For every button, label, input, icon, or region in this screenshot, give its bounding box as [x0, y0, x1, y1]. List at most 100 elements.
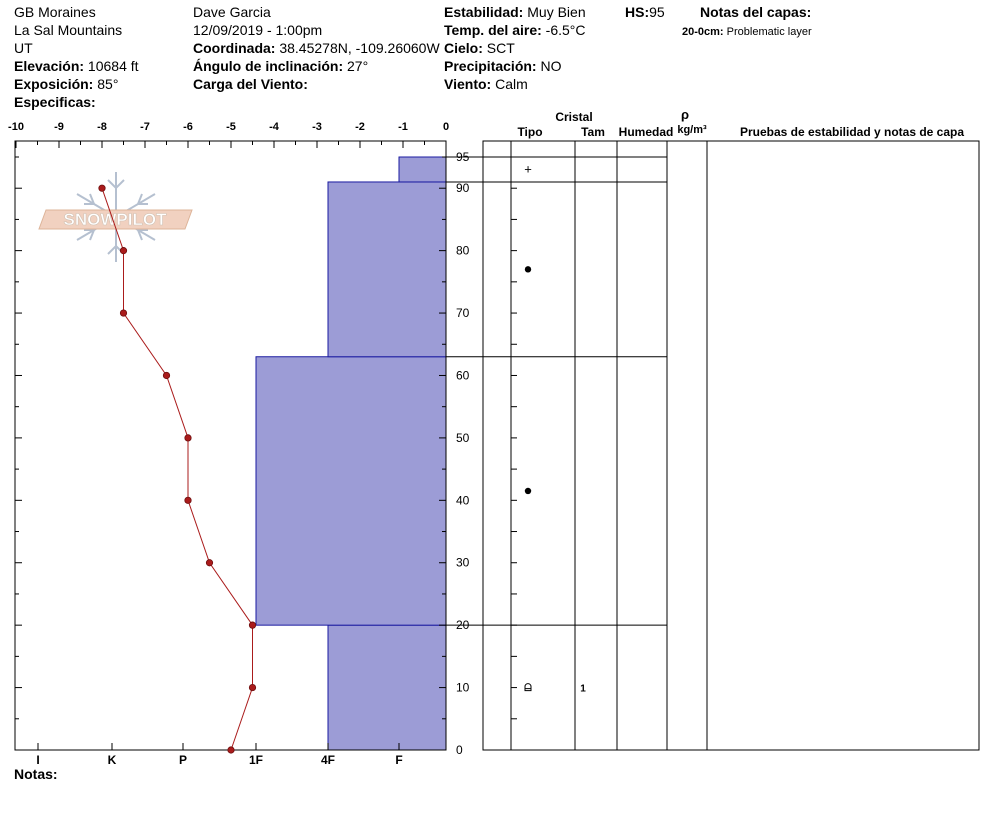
coordinates-value: 38.45278N, -109.26060W [279, 40, 440, 56]
mountain-range: La Sal Mountains [14, 22, 123, 38]
height-tick-label: 90 [456, 181, 470, 195]
logo-banner [38, 209, 193, 230]
elevation: Elevación: 10684 ft [14, 58, 139, 74]
sky: Cielo: SCT [444, 40, 515, 56]
temperature-point-4 [184, 496, 192, 504]
height-tick-label: 30 [456, 556, 470, 570]
grain-size-0: 1 [580, 684, 586, 695]
height-tick-label: 0 [456, 743, 463, 757]
layer-note: 20-0cm: Problematic layer [682, 24, 812, 40]
hardness-tick-label: I [36, 753, 39, 767]
aspect-label: Exposición: [14, 76, 94, 92]
specifics-label: Especificas: [14, 94, 96, 110]
height-tick-label: 10 [456, 681, 470, 695]
site-name: GB Moraines [14, 4, 96, 20]
snow-height-label: HS: [625, 4, 650, 20]
temperature-point-7 [119, 309, 128, 317]
hardness-axis: I K P 1F 4F F [36, 743, 403, 767]
grain-symbol-rounded-2 [524, 266, 532, 273]
layer-note-range: 20-0cm: [682, 26, 724, 38]
precipitation: Precipitación: NO [444, 58, 561, 74]
temp-tick-label: -1 [398, 121, 408, 133]
temp-tick-label: 0 [443, 121, 449, 133]
hardness-tick-label: 4F [321, 753, 335, 767]
temperature-point-8 [119, 247, 128, 255]
air-temperature-label: Temp. del aire: [444, 22, 542, 38]
height-tick-label: 60 [456, 368, 470, 382]
state: UT [14, 40, 33, 56]
header-moisture: Humedad [619, 125, 674, 139]
snowpilot-logo: SNOWPILOT [38, 172, 193, 262]
hardness-tick-label: P [179, 753, 187, 767]
precipitation-value: NO [540, 58, 562, 74]
elevation-value: 10684 ft [87, 58, 139, 74]
coordinates: Coordinada: 38.45278N, -109.26060W [193, 40, 440, 56]
temperature-profile [98, 184, 257, 754]
header-type: Tipo [517, 125, 542, 139]
datetime: 12/09/2019 - 1:00pm [193, 22, 323, 38]
logo-text: SNOWPILOT [64, 210, 168, 229]
elevation-label: Elevación: [14, 58, 85, 74]
hardness-bar-0 [327, 624, 447, 751]
stability-label: Estabilidad: [444, 4, 524, 20]
temperature-point-1 [248, 683, 257, 692]
temperature-axis: -10 -9 -8 -7 -6 -5 -4 -3 -2 -1 0 [8, 121, 449, 148]
temperature-point-6 [162, 371, 171, 380]
height-tick-label: 70 [456, 306, 470, 320]
header-density-unit: kg/m³ [677, 124, 707, 136]
temp-tick-label: -9 [54, 121, 64, 133]
hardness-bar-1 [255, 356, 447, 626]
slope-angle: Ángulo de inclinación: 27° [193, 58, 368, 74]
temperature-point-9 [98, 184, 106, 192]
snow-height-value: 95 [649, 4, 665, 20]
grain-symbol-facets-0 [524, 683, 532, 692]
grain-symbol-rounded-1 [524, 487, 532, 495]
temp-tick-label: -2 [355, 121, 365, 133]
hardness-bar-2 [327, 181, 447, 358]
header-size: Tam [581, 125, 605, 139]
temperature-line [101, 188, 253, 751]
air-temperature: Temp. del aire: -6.5°C [444, 22, 586, 38]
sky-label: Cielo: [444, 40, 483, 56]
slope-angle-label: Ángulo de inclinación: [193, 58, 344, 74]
grain-symbol-new-snow-3: + [524, 161, 532, 176]
stability-value: Muy Bien [527, 4, 586, 20]
temperature-point-2 [248, 621, 257, 629]
layer-note-text: Problematic layer [726, 26, 812, 38]
temp-tick-label: -7 [140, 121, 150, 133]
aspect-value: 85° [97, 76, 119, 92]
grain-table: Cristal Tipo Tam Humedad ρ kg/m³ Pruebas de es… [446, 107, 980, 751]
snow-height: HS:95 [625, 4, 665, 20]
temperature-point-0 [227, 746, 235, 754]
table-border [482, 140, 980, 751]
temp-tick-label: -4 [269, 121, 280, 133]
layer-notes-label: Notas del capas: [700, 4, 812, 20]
wind: Viento: Calm [444, 76, 528, 92]
hardness-tick-label: K [108, 753, 117, 767]
precipitation-label: Precipitación: [444, 58, 537, 74]
observer: Dave Garcia [193, 4, 271, 20]
coordinates-label: Coordinada: [193, 40, 276, 56]
temp-tick-label: -5 [226, 121, 236, 133]
height-tick-label: 80 [456, 244, 470, 258]
temp-tick-label: -6 [183, 121, 193, 133]
stability: Estabilidad: Muy Bien [444, 4, 586, 20]
air-temperature-value: -6.5°C [545, 22, 586, 38]
header-rho: ρ [681, 107, 689, 122]
aspect: Exposición: 85° [14, 76, 118, 92]
hardness-tick-label: 1F [249, 753, 263, 767]
height-tick-label: 40 [456, 493, 470, 507]
hardness-tick-label: F [395, 753, 402, 767]
wind-load-label: Carga del Viento: [193, 76, 308, 92]
temperature-point-5 [184, 434, 192, 442]
header-tests: Pruebas de estabilidad y notas de capa [740, 125, 964, 139]
header-crystal: Cristal [555, 110, 592, 124]
sky-value: SCT [486, 40, 515, 56]
temp-tick-label: -3 [312, 121, 322, 133]
wind-label: Viento: [444, 76, 492, 92]
temperature-point-3 [205, 559, 214, 567]
slope-angle-value: 27° [347, 58, 369, 74]
hardness-bar-3 [398, 156, 447, 183]
